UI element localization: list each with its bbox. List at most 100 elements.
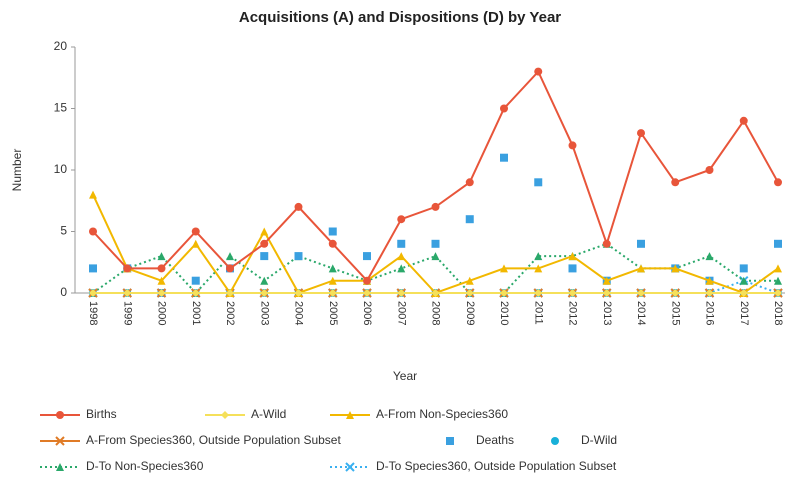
data-point xyxy=(157,252,166,261)
data-point xyxy=(328,227,337,236)
data-point xyxy=(500,289,508,297)
data-point xyxy=(157,289,166,297)
data-point xyxy=(363,289,371,297)
legend-label: D-Wild xyxy=(581,433,617,447)
data-point xyxy=(260,227,269,236)
data-point xyxy=(774,178,782,187)
data-point xyxy=(191,227,200,236)
data-point xyxy=(157,276,166,285)
x-tick-label: 2002 xyxy=(224,301,236,325)
data-point xyxy=(705,289,714,297)
data-point xyxy=(671,264,680,273)
data-point xyxy=(89,227,97,236)
y-tick-label: 10 xyxy=(54,162,68,176)
x-tick-label: 2004 xyxy=(293,301,305,325)
series-line xyxy=(92,69,779,283)
data-point xyxy=(534,289,543,297)
data-point xyxy=(500,153,508,162)
legend-marker xyxy=(55,436,65,446)
data-point xyxy=(431,239,440,248)
data-point xyxy=(123,289,132,297)
legend-label: D-To Non-Species360 xyxy=(86,459,204,473)
legend-marker xyxy=(346,411,354,419)
x-tick-label: 2017 xyxy=(738,301,750,325)
x-tick-label: 2018 xyxy=(772,301,784,325)
data-point xyxy=(89,264,97,273)
y-tick-label: 5 xyxy=(60,224,67,238)
x-tick-label: 2005 xyxy=(327,301,339,325)
data-point xyxy=(157,264,166,273)
data-point xyxy=(89,289,97,297)
x-tick-label: 2016 xyxy=(704,301,716,325)
legend-marker xyxy=(221,411,229,419)
x-tick-label: 2008 xyxy=(430,301,442,325)
data-point xyxy=(294,252,303,261)
data-point xyxy=(328,264,337,273)
data-point xyxy=(637,289,645,297)
data-point xyxy=(774,289,782,297)
data-point xyxy=(260,289,269,297)
data-point xyxy=(568,264,577,273)
data-point xyxy=(568,252,577,261)
data-point xyxy=(397,239,406,248)
data-point xyxy=(602,276,611,285)
x-tick-label: 2001 xyxy=(190,301,202,325)
data-point xyxy=(774,264,782,273)
data-point xyxy=(671,178,680,187)
data-point xyxy=(534,67,543,76)
x-tick-label: 1999 xyxy=(121,301,133,325)
y-tick-label: 20 xyxy=(54,39,68,53)
data-point xyxy=(226,252,234,261)
data-point xyxy=(534,264,543,273)
data-point xyxy=(465,215,474,224)
data-point xyxy=(260,276,269,285)
x-tick-label: 2011 xyxy=(532,301,544,325)
data-point xyxy=(397,289,406,297)
data-point xyxy=(328,289,337,297)
data-point xyxy=(431,289,440,297)
data-point xyxy=(739,116,748,125)
series-line xyxy=(92,242,778,295)
data-point xyxy=(705,276,714,285)
data-point xyxy=(294,202,303,211)
legend-marker xyxy=(56,411,64,419)
data-point xyxy=(602,239,611,248)
x-tick-label: 2007 xyxy=(395,301,407,325)
data-point xyxy=(328,276,337,285)
data-point xyxy=(465,289,474,297)
data-point xyxy=(602,289,611,297)
data-point xyxy=(465,178,474,187)
x-tick-label: 2012 xyxy=(567,301,579,325)
data-point xyxy=(774,239,782,248)
x-tick-label: 2003 xyxy=(258,301,270,325)
data-point xyxy=(671,289,680,297)
data-point xyxy=(363,276,371,285)
data-point xyxy=(260,252,269,261)
data-point xyxy=(705,166,714,174)
x-tick-label: 2006 xyxy=(361,301,373,325)
legend-marker xyxy=(446,437,454,445)
data-point xyxy=(739,289,748,297)
data-point xyxy=(431,252,440,261)
data-point xyxy=(500,104,508,113)
y-tick-label: 15 xyxy=(54,101,68,115)
data-point xyxy=(431,202,440,211)
legend-label: Births xyxy=(86,407,117,421)
legend-marker xyxy=(345,462,355,472)
data-point xyxy=(397,215,406,224)
data-point xyxy=(739,264,748,273)
data-point xyxy=(397,252,406,261)
data-point xyxy=(226,289,234,297)
data-point xyxy=(123,264,132,273)
data-point xyxy=(397,264,406,273)
data-point xyxy=(328,239,337,248)
legend-marker xyxy=(56,463,64,471)
data-point xyxy=(568,289,577,297)
data-point xyxy=(363,252,371,261)
legend-label: A-From Species360, Outside Population Su… xyxy=(86,433,341,447)
x-axis-label: Year xyxy=(393,369,417,383)
data-point xyxy=(739,276,748,285)
data-point xyxy=(294,289,303,297)
